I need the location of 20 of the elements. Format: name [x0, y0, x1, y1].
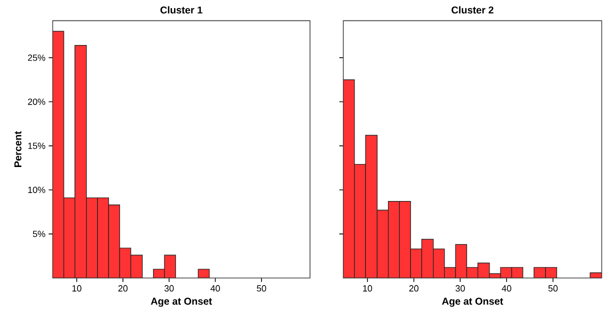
x-tick-label: 10 — [363, 285, 372, 292]
chart-title: Cluster 1 — [160, 6, 202, 14]
x-tick-label: 50 — [548, 285, 558, 292]
y-tick-label: 5% — [32, 230, 46, 238]
x-axis-title: Age at Onset — [150, 298, 212, 307]
y-tick-label: 15% — [28, 142, 46, 149]
x-tick-label: 40 — [502, 285, 512, 292]
x-tick-label: 50 — [256, 285, 266, 292]
x-tick-label: 40 — [210, 285, 220, 292]
y-tick-label: 20% — [28, 98, 46, 105]
x-axis-title: Age at Onset — [442, 298, 504, 307]
x-tick-label: 30 — [456, 285, 465, 292]
y-tick-label: 25% — [28, 54, 46, 61]
y-axis-title: Percent — [14, 131, 22, 167]
x-tick-label: 10 — [72, 285, 82, 292]
x-tick-label: 30 — [164, 285, 174, 292]
x-tick-label: 20 — [118, 285, 128, 292]
x-tick-label: 20 — [409, 285, 418, 292]
y-tick-label: 10% — [28, 186, 46, 194]
chart-title: Cluster 2 — [452, 6, 494, 14]
